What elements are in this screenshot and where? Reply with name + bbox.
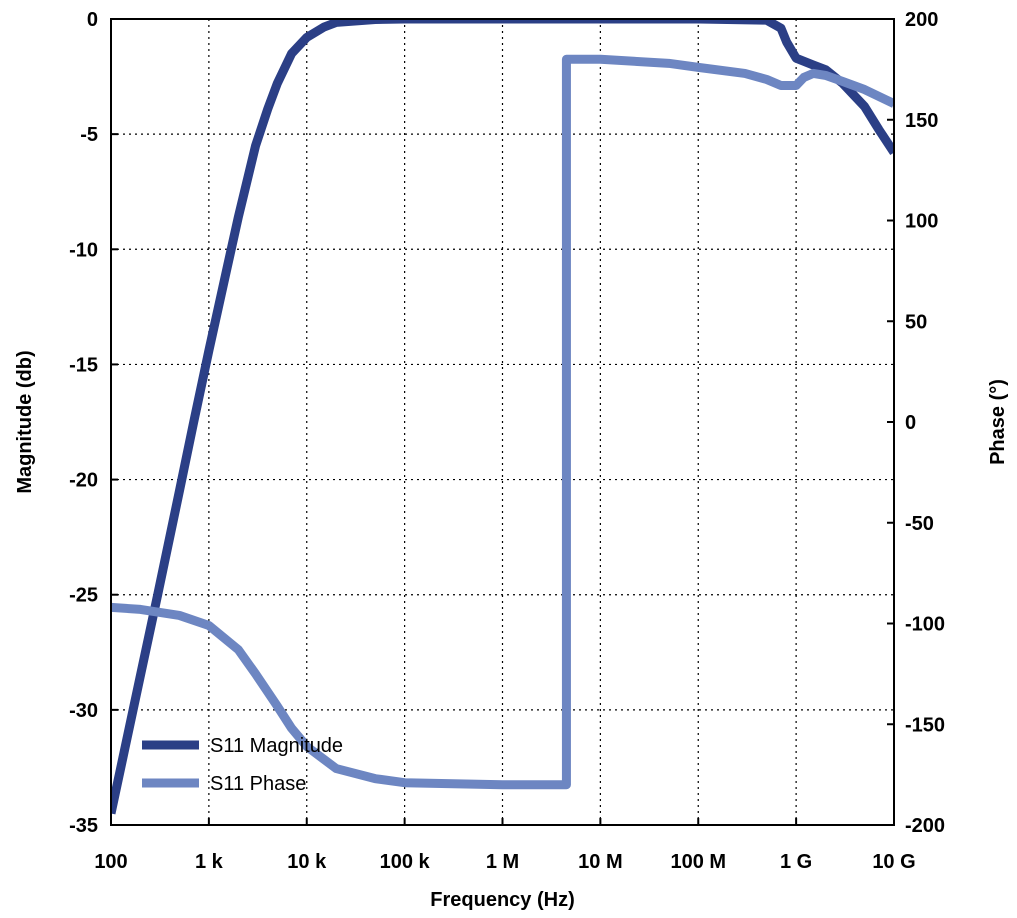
ticks-layer: [110, 18, 895, 826]
x-tick-label: 1 G: [780, 851, 812, 873]
y-tick-label: -5: [80, 124, 98, 146]
y2-tick-label: 200: [905, 9, 938, 31]
y2-tick-label: 100: [905, 211, 938, 233]
legend: S11 Magnitude S11 Phase: [142, 735, 343, 795]
y-tick-label: -25: [69, 585, 98, 607]
grid-layer: [111, 19, 894, 825]
y-tick-label: -20: [69, 470, 98, 492]
x-tick-label: 10 M: [578, 851, 622, 873]
y-tick-label: -15: [69, 354, 98, 376]
x-tick-label: 10 k: [287, 851, 327, 873]
y2-tick-label: -100: [905, 614, 945, 636]
s11-phase-line: [111, 54, 894, 790]
x-tick-label: 1 k: [195, 851, 224, 873]
y2-tick-label: -200: [905, 815, 945, 837]
y2-tick-label: 0: [905, 412, 916, 434]
x-tick-label: 100 k: [380, 851, 431, 873]
y2-axis-title: Phase (°): [987, 379, 1009, 465]
x-tick-label: 100 M: [670, 851, 726, 873]
s11-magnitude-line: [111, 19, 894, 815]
y-tick-label: -35: [69, 815, 98, 837]
y-tick-label: -10: [69, 239, 98, 261]
y2-tick-label: -150: [905, 714, 945, 736]
y-axis-title: Magnitude (db): [14, 350, 36, 493]
x-tick-label: 100: [94, 851, 127, 873]
x-axis-title: Frequency (Hz): [430, 889, 574, 911]
legend-label-phase: S11 Phase: [210, 773, 306, 795]
x-tick-label: 10 G: [872, 851, 915, 873]
series-layer: [111, 19, 894, 815]
y2-tick-label: 50: [905, 311, 927, 333]
y-tick-label: -30: [69, 700, 98, 722]
y2-tick-label: -50: [905, 513, 934, 535]
x-tick-label: 1 M: [486, 851, 519, 873]
labels-layer: 100 1 k 10 k 100 k 1 M 10 M 100 M 1 G 10 G 0 -5 -10…: [69, 9, 945, 873]
y2-tick-label: 150: [905, 110, 938, 132]
legend-label-magnitude: S11 Magnitude: [210, 735, 343, 757]
y-tick-label: 0: [87, 9, 98, 31]
